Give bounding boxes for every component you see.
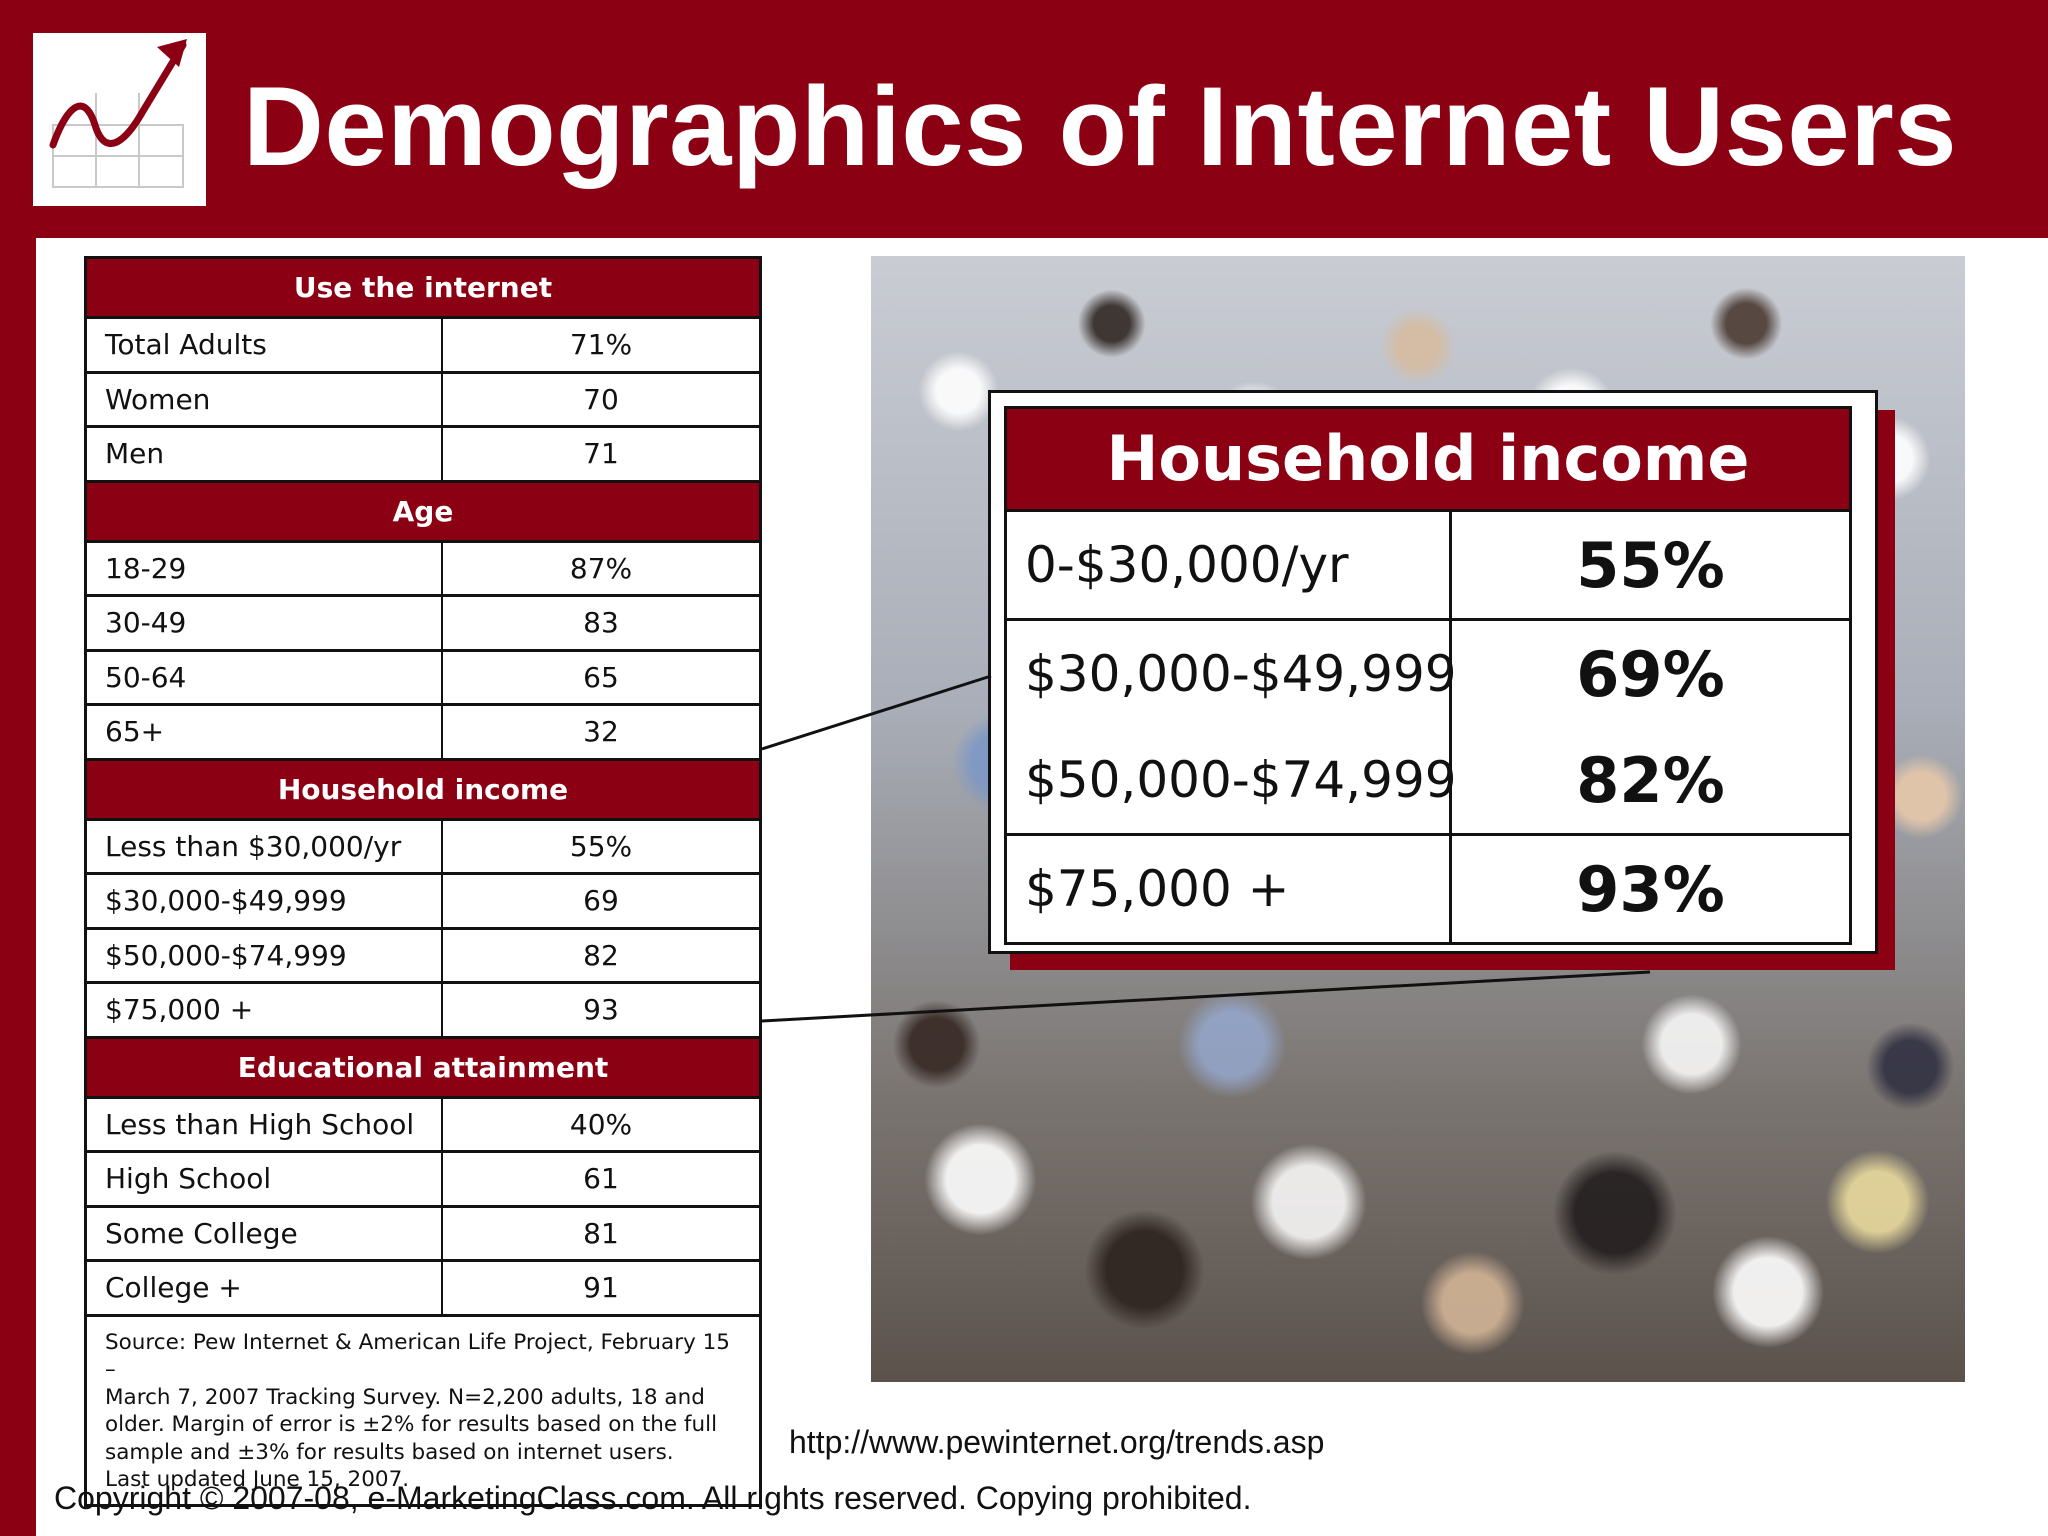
callout-row: $50,000-$74,999 82% xyxy=(1007,727,1849,833)
table-row-label: 50-64 xyxy=(87,651,443,703)
table-section-heading: Use the internet xyxy=(87,259,759,319)
callout-heading: Household income xyxy=(1007,409,1849,512)
table-row-label: Total Adults xyxy=(87,319,443,371)
source-url-link[interactable]: http://www.pewinternet.org/trends.asp xyxy=(789,1424,1325,1460)
table-row-value: 61 xyxy=(583,1162,619,1195)
callout-row-label: $30,000-$49,999 xyxy=(1007,621,1457,727)
source-note-line: Source: Pew Internet & American Life Pro… xyxy=(105,1329,730,1383)
table-row-value: 87% xyxy=(569,551,633,585)
table-row-value: 81 xyxy=(583,1216,619,1250)
table-row: $50,000-$74,999 82 xyxy=(87,929,759,984)
callout-row-value: 55% xyxy=(1576,528,1725,602)
callout-row: $75,000 + 93% xyxy=(1007,833,1849,942)
trend-up-chart-icon xyxy=(33,33,206,206)
table-row-value: 93 xyxy=(583,993,619,1026)
source-note-line: older. Margin of error is ±2% for result… xyxy=(105,1412,718,1437)
table-row: Less than High School 40% xyxy=(87,1098,759,1153)
table-row-label: College + xyxy=(87,1262,443,1314)
table-row-label: Some College xyxy=(87,1207,443,1259)
table-row-label: $50,000-$74,999 xyxy=(87,929,443,981)
table-row-value: 83 xyxy=(583,606,619,639)
table-row: 65+ 32 xyxy=(87,706,759,761)
table-row-value: 55% xyxy=(569,829,633,863)
callout-row: 0-$30,000/yr 55% xyxy=(1007,512,1849,618)
table-row-label: Women xyxy=(87,373,443,425)
household-income-callout: Household income 0-$30,000/yr 55% $30,00… xyxy=(988,390,1878,954)
table-row: $75,000 + 93 xyxy=(87,984,759,1039)
table-row-value: 40% xyxy=(569,1107,633,1141)
table-row-label: Men xyxy=(87,428,443,480)
table-row: Total Adults 71% xyxy=(87,319,759,374)
table-section-heading: Age xyxy=(87,482,759,543)
source-note: Source: Pew Internet & American Life Pro… xyxy=(87,1317,759,1504)
table-row-value: 32 xyxy=(583,715,619,748)
table-row: College + 91 xyxy=(87,1262,759,1317)
table-section-heading: Educational attainment xyxy=(87,1038,759,1099)
table-row: 18-29 87% xyxy=(87,542,759,597)
table-row-label: Less than High School xyxy=(87,1098,443,1150)
table-row-label: High School xyxy=(87,1153,443,1205)
callout-table: Household income 0-$30,000/yr 55% $30,00… xyxy=(1004,406,1852,945)
table-row: Less than $30,000/yr 55% xyxy=(87,820,759,875)
table-row: Men 71 xyxy=(87,428,759,483)
source-note-line: Last updated June 15, 2007. xyxy=(105,1467,410,1492)
table-row: 30-49 83 xyxy=(87,597,759,652)
table-row: 50-64 65 xyxy=(87,651,759,706)
table-row-label: 30-49 xyxy=(87,597,443,649)
table-row-value: 71 xyxy=(583,437,619,470)
callout-row-label: 0-$30,000/yr xyxy=(1007,512,1452,618)
table-row-label: 65+ xyxy=(87,706,443,758)
table-row-value: 82 xyxy=(583,938,619,972)
callout-row-label: $50,000-$74,999 xyxy=(1007,727,1457,833)
table-row-label: $75,000 + xyxy=(87,984,443,1036)
table-section-heading: Household income xyxy=(87,760,759,821)
table-row-label: Less than $30,000/yr xyxy=(87,820,443,872)
table-row: $30,000-$49,999 69 xyxy=(87,875,759,930)
table-row: High School 61 xyxy=(87,1153,759,1208)
copyright-notice: Copyright © 2007-08, e-MarketingClass.co… xyxy=(54,1480,1252,1516)
source-note-line: March 7, 2007 Tracking Survey. N=2,200 a… xyxy=(105,1384,705,1410)
table-row-value: 91 xyxy=(583,1271,619,1304)
callout-row-value: 82% xyxy=(1576,743,1725,817)
slide-header: Demographics of Internet Users xyxy=(0,0,2048,238)
table-row-label: 18-29 xyxy=(87,542,443,594)
table-row-label: $30,000-$49,999 xyxy=(87,875,443,927)
source-note-line: sample and ±3% for results based on inte… xyxy=(105,1439,674,1465)
page-title: Demographics of Internet Users xyxy=(243,64,1958,189)
callout-row-label: $75,000 + xyxy=(1007,836,1452,942)
callout-row-value: 69% xyxy=(1576,637,1725,711)
table-row: Some College 81 xyxy=(87,1207,759,1262)
table-row-value: 65 xyxy=(583,660,619,694)
table-row-value: 69 xyxy=(583,884,619,917)
slide-left-border xyxy=(0,0,36,1536)
table-row-value: 70 xyxy=(583,382,619,416)
callout-row: $30,000-$49,999 69% xyxy=(1007,618,1849,727)
table-row-value: 71% xyxy=(569,328,633,361)
table-row: Women 70 xyxy=(87,373,759,428)
callout-row-value: 93% xyxy=(1576,852,1725,926)
demographics-table: Use the internet Total Adults 71% Women 70 Me… xyxy=(84,256,762,1507)
